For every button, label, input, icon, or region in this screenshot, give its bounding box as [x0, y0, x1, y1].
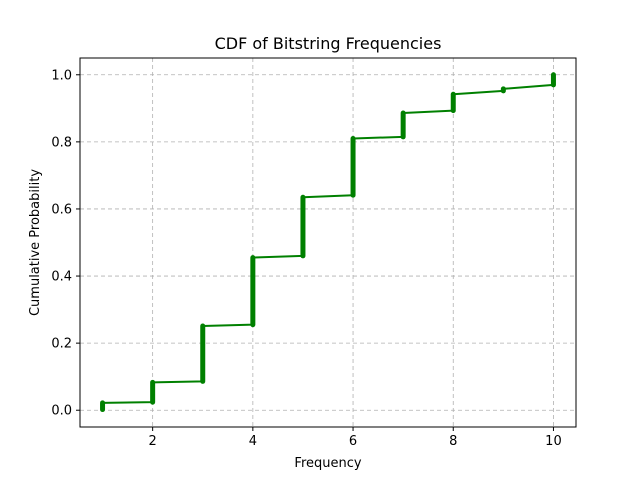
y-tick-label: 0.6	[51, 202, 72, 217]
y-axis-ticks: 0.0 0.2 0.4 0.6 0.8 1.0	[51, 68, 80, 419]
chart-title: CDF of Bitstring Frequencies	[215, 34, 442, 53]
y-tick-label: 0.0	[51, 404, 72, 419]
axes-frame	[79, 57, 577, 428]
x-tick-label: 2	[149, 434, 157, 449]
x-axis-ticks: 2 4 6 8 10	[149, 427, 562, 449]
plot-area	[80, 58, 576, 427]
grid-lines	[80, 58, 576, 427]
y-tick-label: 0.4	[51, 270, 72, 285]
x-tick-label: 4	[249, 434, 257, 449]
cdf-series	[100, 72, 556, 413]
cdf-line	[101, 74, 555, 410]
y-tick-label: 1.0	[51, 68, 72, 83]
y-axis-label: Cumulative Probability	[28, 169, 43, 316]
y-tick-label: 0.8	[51, 135, 72, 150]
x-tick-label: 10	[545, 434, 562, 449]
x-axis-label: Frequency	[294, 456, 361, 471]
y-tick-label: 0.2	[51, 337, 72, 352]
x-tick-label: 6	[349, 434, 357, 449]
x-tick-label: 8	[449, 434, 457, 449]
